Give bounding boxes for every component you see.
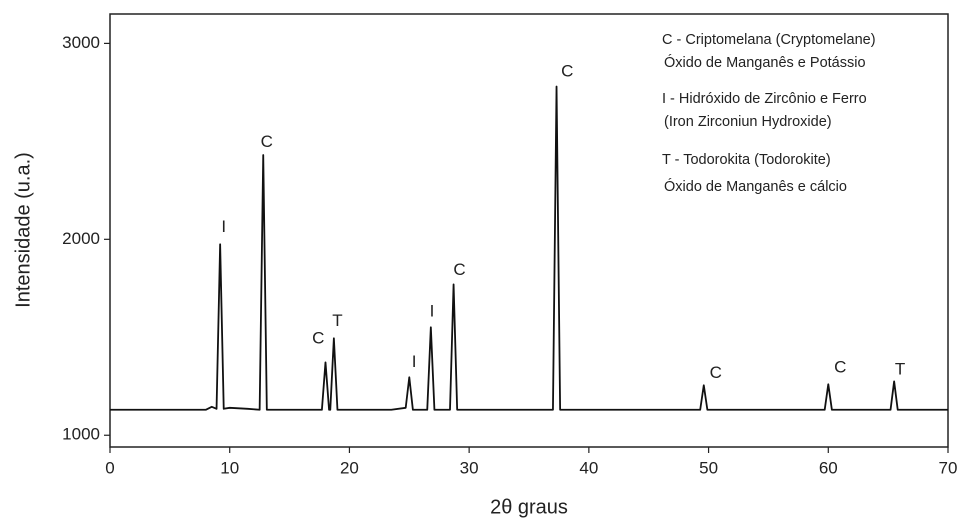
x-axis-label: 2θ graus [490,496,568,518]
x-tick-label: 30 [460,458,479,477]
plot-frame [109,13,949,448]
x-tick-label: 0 [105,458,114,477]
peak-label: C [561,61,573,80]
peak-label: I [412,352,417,371]
peak-label: C [312,329,324,348]
peak-label: C [453,260,465,279]
x-tick-label: 70 [939,458,958,477]
peak-label: I [221,217,226,236]
x-tick-label: 40 [579,458,598,477]
legend-note: Óxido de Manganês e cálcio [664,178,847,195]
y-axis-label: Intensidade (u.a.) [12,152,34,308]
peak-label: T [332,311,342,330]
legend-note: Óxido de Manganês e Potássio [664,54,866,71]
legend-note: I - Hidróxido de Zircônio e Ferro [662,91,867,107]
legend-note: T - Todorokita (Todorokite) [662,152,831,168]
y-tick-label: 3000 [62,33,100,52]
peak-label: C [710,363,722,382]
x-tick-label: 60 [819,458,838,477]
legend-note: C - Criptomelana (Cryptomelane) [662,32,876,48]
x-tick-label: 10 [220,458,239,477]
data-line [110,85,948,411]
x-tick-label: 50 [699,458,718,477]
peak-label: I [430,301,435,320]
legend-note: (Iron Zirconiun Hydroxide) [664,114,832,130]
y-tick-label: 1000 [62,425,100,444]
peak-label: T [895,360,905,379]
y-tick-label: 2000 [62,229,100,248]
x-tick-label: 20 [340,458,359,477]
peak-label: C [834,358,846,377]
peak-label: C [261,132,273,151]
